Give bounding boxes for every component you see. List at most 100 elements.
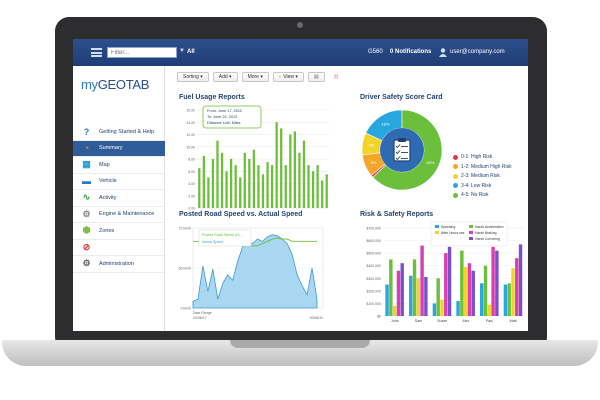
sidebar-item[interactable]: ⊘ <box>73 240 165 256</box>
clipboard-clip <box>398 138 406 142</box>
pie-label: 9% <box>371 160 377 165</box>
risk-bar <box>412 259 417 316</box>
risk-bar <box>420 245 424 316</box>
fuel-bar <box>284 165 287 208</box>
filter-scope[interactable]: All <box>187 49 195 55</box>
sidebar-item[interactable]: ⚙ Engine & Maintenance <box>73 207 165 223</box>
sidebar-item[interactable]: ⚙ Administration <box>73 256 165 273</box>
x-tick-label: Alex <box>462 319 469 323</box>
rules-icon: ⊘ <box>82 241 91 252</box>
y-tick-label: 0.00 <box>188 207 195 211</box>
fuel-bar <box>321 180 324 208</box>
sidebar-item-label: Summary <box>99 145 123 152</box>
sidebar-item-label: Vehicle <box>99 178 117 185</box>
check-icon <box>395 150 401 155</box>
pie-slice <box>372 109 443 191</box>
risk-bar <box>515 258 519 316</box>
add-button[interactable]: Add ▾ <box>212 72 238 82</box>
sidebar-item-label: Map <box>99 161 110 168</box>
y-tick-label: $400,000 <box>366 264 381 268</box>
risk-bar <box>436 278 440 316</box>
laptop-notch <box>230 340 370 348</box>
fuel-bar <box>293 131 296 208</box>
fuel-bar <box>298 152 301 208</box>
risk-bar <box>440 299 444 316</box>
y-tick-label: 2.00 <box>188 194 195 198</box>
risk-bar <box>432 303 437 316</box>
fuel-bar <box>248 159 251 208</box>
print-button[interactable]: ▤ <box>307 72 325 82</box>
risk-bar <box>460 250 464 316</box>
y-tick-label: $700,000 <box>366 227 381 231</box>
sorting-button[interactable]: Sorting ▾ <box>177 72 209 82</box>
legend-item: 0-1: High Risk <box>453 154 492 160</box>
legend-item: 3-4: Low Risk <box>453 183 491 189</box>
y-tick-label: 14.00 <box>186 121 195 125</box>
map-icon: ▦ <box>82 159 91 170</box>
risk-chart: $700,000 $600,000 $500,000 $400,000 $300,000… <box>366 221 525 323</box>
speed-legend <box>198 229 252 247</box>
risk-bar <box>467 263 472 316</box>
view-button[interactable]: ◐ View ▾ <box>272 72 304 82</box>
export-button[interactable]: ▥ <box>329 72 344 82</box>
fuel-bar <box>230 159 233 208</box>
engine-icon: ⚙ <box>82 208 91 219</box>
x-tick-label: John <box>391 319 399 323</box>
logo-prefix: my <box>81 77 98 92</box>
sidebar-item[interactable]: ∿ Activity <box>73 190 165 207</box>
dashboard: Sorting ▾ Add ▾ More ▾ ◐ View ▾ ▤ ▥ Fuel… <box>165 66 528 331</box>
webcam <box>297 22 303 28</box>
check-icon <box>395 144 401 149</box>
x-axis-label: Date Range <box>193 311 212 315</box>
top-bar: ▼ All G560 0 Notifications user@company.… <box>73 39 528 66</box>
menu-icon[interactable] <box>91 48 102 57</box>
device-label[interactable]: G560 <box>368 49 383 55</box>
pie-label: 63% <box>426 160 434 165</box>
chevron-down-icon[interactable]: ▼ <box>179 48 185 54</box>
y-tick-label: 10.00 <box>186 145 195 149</box>
view-label: View <box>283 74 295 80</box>
fuel-bar <box>243 152 246 208</box>
notifications-button[interactable]: 0 Notifications <box>390 49 432 55</box>
risk-bar <box>491 246 495 316</box>
legend-label: Harsh Acceleration <box>475 225 504 229</box>
sidebar-item[interactable]: ⬢ Zones <box>73 223 165 240</box>
fuel-tooltip <box>202 105 262 129</box>
toolbar: Sorting ▾ Add ▾ More ▾ ◐ View ▾ ▤ ▥ <box>177 72 343 82</box>
sidebar-nav: ? Getting Started & Help ◔ Summary ▦ Map ▬ Vehi… <box>73 124 165 273</box>
tooltip-text: From: June 17, 2012 <box>207 109 242 113</box>
y-tick-label: 12.00 <box>186 133 195 137</box>
sidebar-item[interactable]: ◔ Summary <box>73 140 165 157</box>
speed-title: Posted Road Speed vs. Actual Speed <box>179 211 303 218</box>
logo[interactable]: myGEOTAB <box>81 77 149 92</box>
fuel-title: Fuel Usage Reports <box>179 94 245 101</box>
legend-item: 1-2: Medium High Risk <box>453 164 512 170</box>
x-tick-label: Sam <box>415 319 422 323</box>
risk-bar <box>389 259 393 316</box>
user-menu[interactable]: user@company.com <box>450 49 505 55</box>
sidebar-item-label: Activity <box>99 194 117 201</box>
risk-bar <box>385 284 389 316</box>
fuel-bar <box>280 128 283 208</box>
legend-item: 2-3: Medium Risk <box>453 173 500 179</box>
risk-bar <box>487 304 492 316</box>
fuel-bar <box>270 165 274 208</box>
risk-bar <box>444 253 448 316</box>
sidebar-item-label: Administration <box>99 260 134 267</box>
pie-chart-icon: ◔ <box>83 143 90 154</box>
truck-icon: ▬ <box>82 176 91 187</box>
pie-label: 9% <box>368 143 374 148</box>
sidebar-item[interactable]: ▬ Vehicle <box>73 174 165 190</box>
risk-bar <box>471 270 475 316</box>
sidebar-item[interactable]: ▦ Map <box>73 157 165 174</box>
risk-bar <box>511 268 515 316</box>
risk-bar <box>392 305 397 316</box>
risk-bar <box>400 263 404 316</box>
y-tick-label: $300,000 <box>366 277 381 281</box>
more-button[interactable]: More ▾ <box>241 72 269 82</box>
risk-bar <box>503 284 508 316</box>
sidebar-item[interactable]: ? Getting Started & Help <box>73 124 165 141</box>
filter-input[interactable] <box>107 47 177 58</box>
y-tick-label: $0 <box>377 315 381 319</box>
risk-bar <box>409 275 413 316</box>
